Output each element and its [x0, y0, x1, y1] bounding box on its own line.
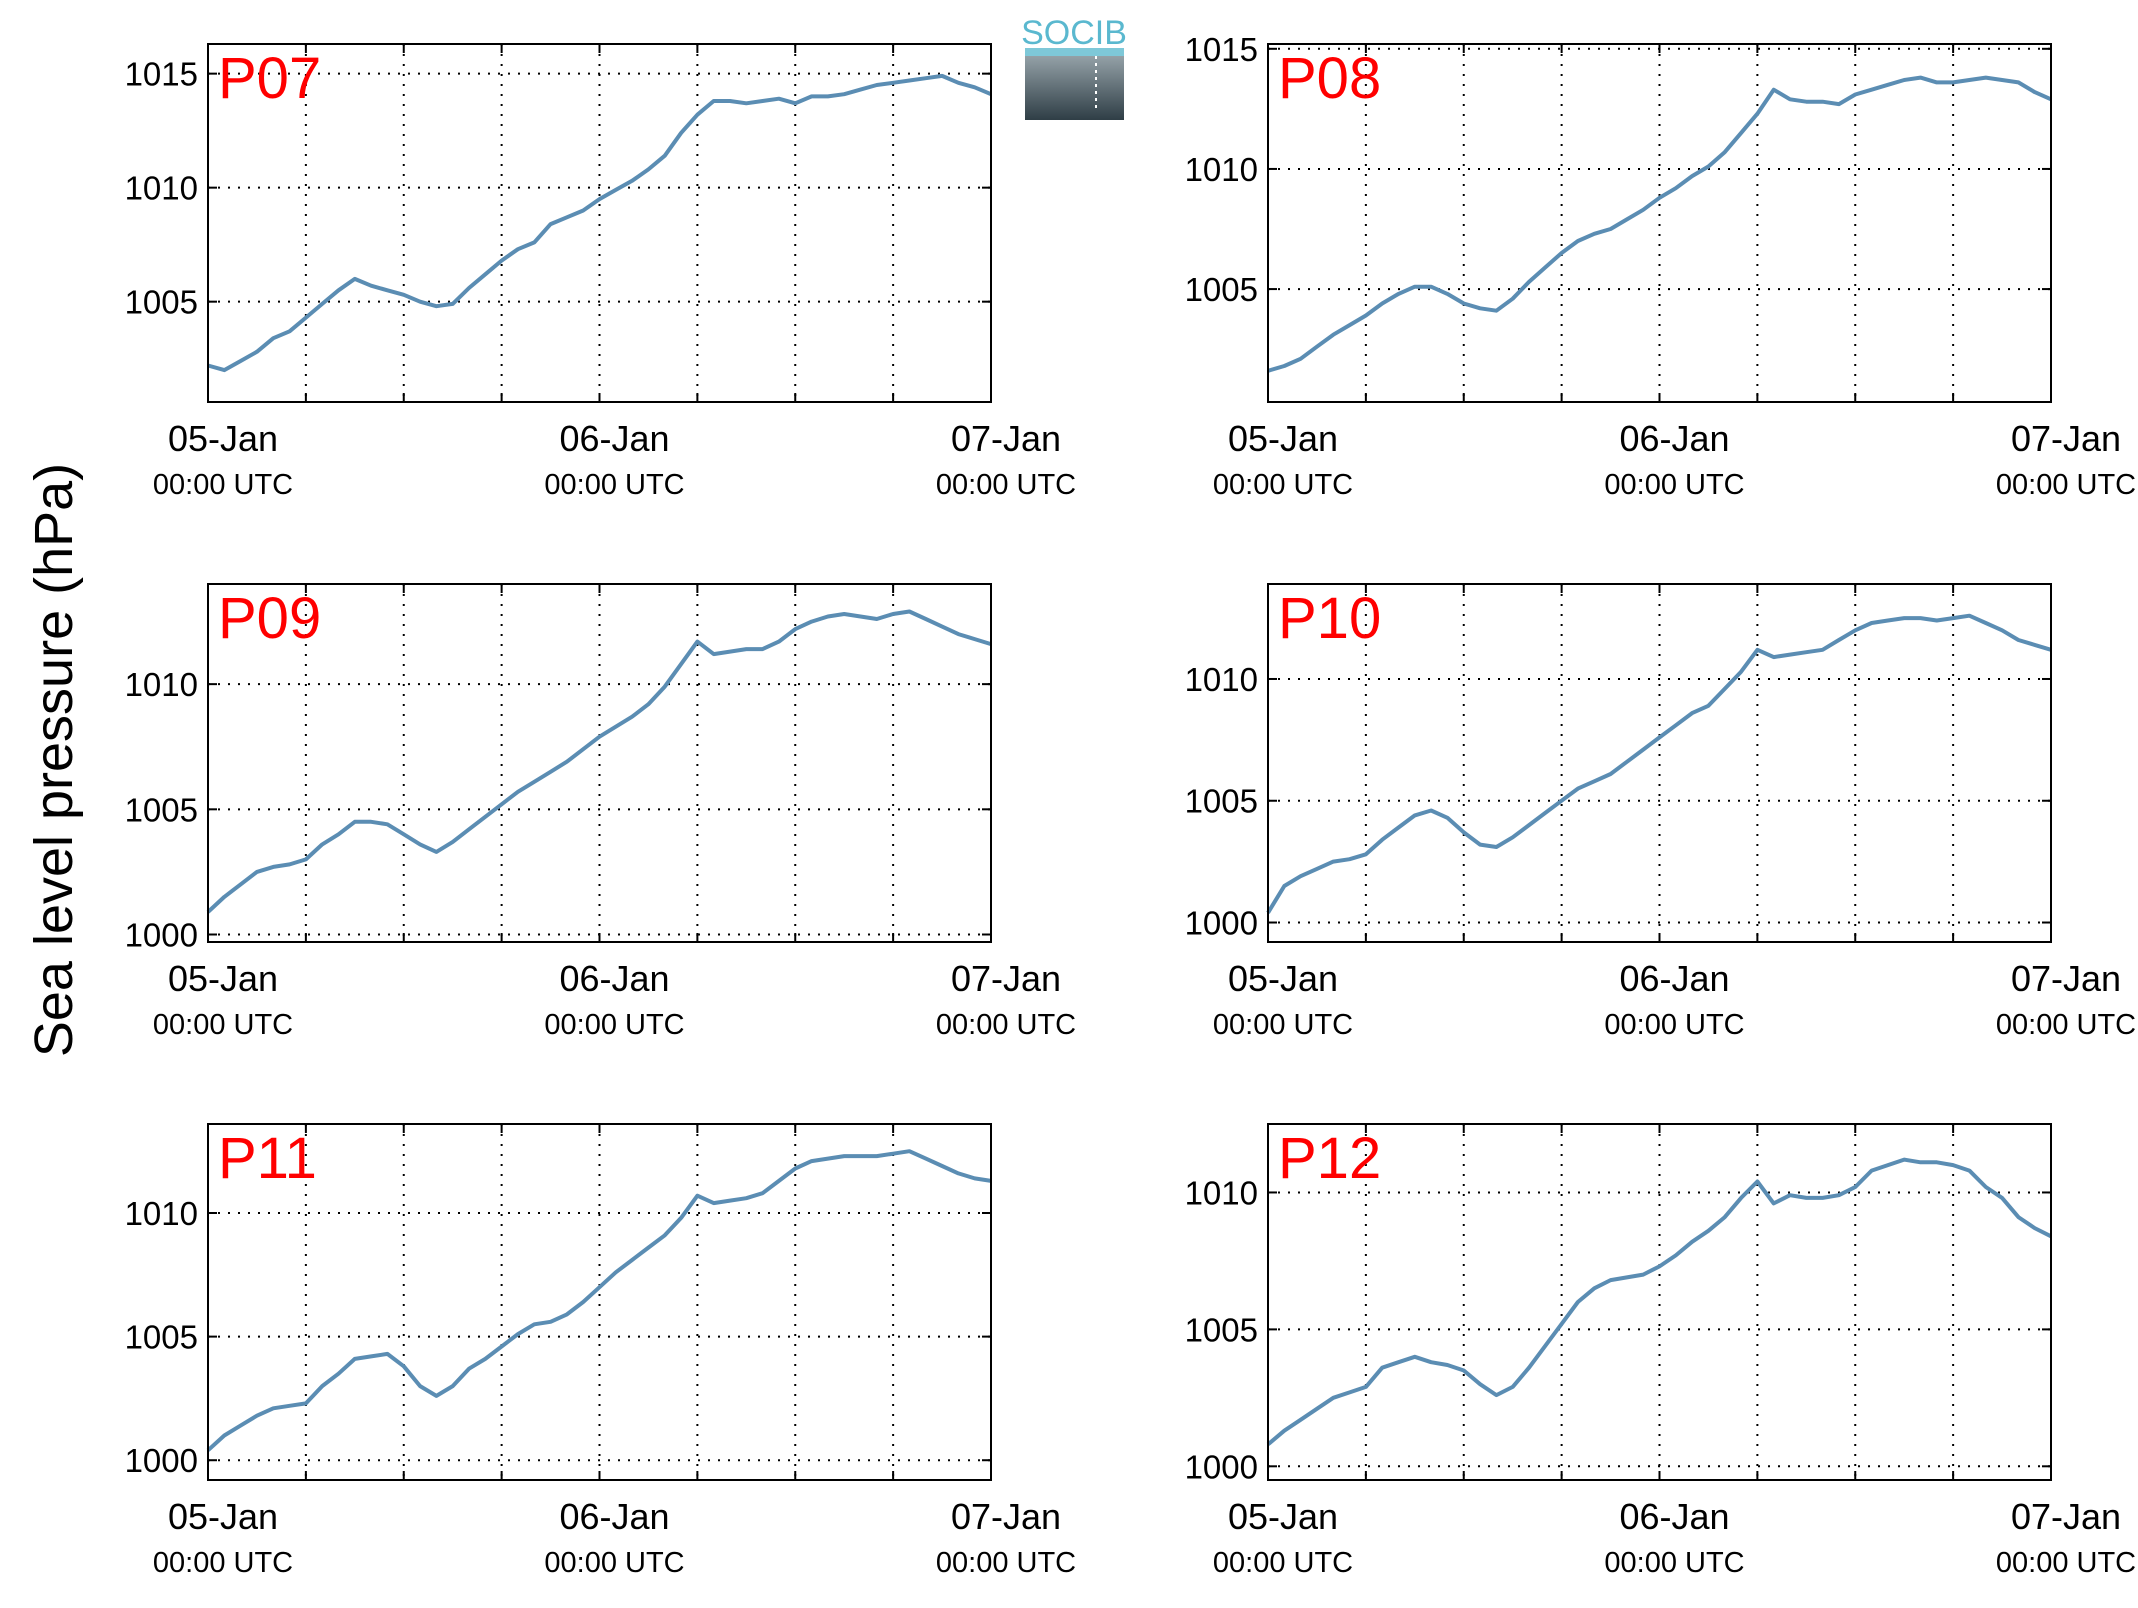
y-tick-label: 1010 — [125, 1195, 198, 1232]
x-tick-label: 07-Jan — [951, 958, 1061, 999]
x-tick-sublabel: 00:00 UTC — [153, 469, 293, 501]
y-tick-label: 1010 — [1185, 661, 1258, 698]
series-line — [207, 73, 992, 373]
y-tick-label: 1010 — [125, 170, 198, 207]
panel-label: P10 — [1278, 586, 1381, 651]
series-line — [1266, 613, 2052, 914]
x-tick-label: 05-Jan — [1228, 958, 1338, 999]
logo-text: SOCIB — [1021, 14, 1127, 52]
panel-p11: 1000 1005 1010 05-Jan 00:00 UTC 06-Jan 00:00 U… — [125, 1123, 1076, 1579]
x-tick-sublabel: 00:00 UTC — [544, 1547, 684, 1579]
x-tick-sublabel: 00:00 UTC — [936, 469, 1076, 501]
x-tick-sublabel: 00:00 UTC — [1213, 1009, 1353, 1041]
y-tick-label: 1015 — [125, 56, 198, 93]
x-tick-label: 05-Jan — [1228, 1496, 1338, 1537]
x-tick-sublabel: 00:00 UTC — [153, 1547, 293, 1579]
y-tick-label: 1000 — [1185, 1448, 1258, 1485]
x-tick-label: 05-Jan — [168, 418, 278, 459]
axes-frame — [207, 583, 992, 943]
series-line — [206, 609, 992, 914]
x-tick-label: 06-Jan — [559, 1496, 669, 1537]
panel-p07: 1005 1010 1015 05-Jan 00:00 UTC 06-Jan 00:00 U… — [125, 43, 1076, 501]
x-tick-sublabel: 00:00 UTC — [1213, 1547, 1353, 1579]
y-tick-label: 1005 — [125, 284, 198, 321]
axes-frame — [1267, 1123, 2052, 1481]
panel-label: P11 — [218, 1126, 317, 1191]
series-line — [1266, 1157, 2052, 1446]
x-tick-sublabel: 00:00 UTC — [1213, 469, 1353, 501]
logo-block — [1025, 52, 1124, 120]
x-tick-label: 06-Jan — [1619, 1496, 1729, 1537]
x-tick-label: 06-Jan — [1619, 958, 1729, 999]
axes-frame — [1267, 583, 2052, 943]
logo-wave — [1025, 48, 1124, 56]
y-tick-label: 1005 — [1185, 1311, 1258, 1348]
x-tick-sublabel: 00:00 UTC — [1604, 1009, 1744, 1041]
y-tick-label: 1005 — [125, 791, 198, 828]
x-tick-label: 06-Jan — [1619, 418, 1729, 459]
panel-label: P08 — [1278, 46, 1381, 111]
x-tick-label: 06-Jan — [559, 958, 669, 999]
y-tick-label: 1010 — [1185, 1174, 1258, 1211]
series-line — [1267, 75, 2052, 373]
x-tick-label: 07-Jan — [951, 418, 1061, 459]
y-tick-label: 1010 — [1185, 151, 1258, 188]
panel-p10: 1000 1005 1010 05-Jan 00:00 UTC 06-Jan 00:00 U… — [1185, 583, 2136, 1041]
x-tick-sublabel: 00:00 UTC — [544, 1009, 684, 1041]
panel-p08: 1005 1010 1015 05-Jan 00:00 UTC 06-Jan 00:00 U… — [1185, 31, 2137, 501]
y-tick-label: 1000 — [125, 916, 198, 953]
panel-p12: 1000 1005 1010 05-Jan 00:00 UTC 06-Jan 00:00 U… — [1185, 1123, 2136, 1579]
panel-label: P09 — [218, 586, 321, 651]
series-line — [206, 1149, 992, 1452]
x-tick-label: 06-Jan — [559, 418, 669, 459]
y-tick-label: 1010 — [125, 666, 198, 703]
x-tick-label: 05-Jan — [168, 1496, 278, 1537]
y-axis-label: Sea level pressure (hPa) — [24, 463, 84, 1057]
x-tick-sublabel: 00:00 UTC — [1604, 1547, 1744, 1579]
panel-p09: 1000 1005 1010 05-Jan 00:00 UTC 06-Jan 00:00 U… — [125, 583, 1076, 1041]
x-tick-sublabel: 00:00 UTC — [1996, 1547, 2136, 1579]
y-tick-label: 1005 — [1185, 271, 1258, 308]
x-tick-sublabel: 00:00 UTC — [153, 1009, 293, 1041]
x-tick-sublabel: 00:00 UTC — [544, 469, 684, 501]
x-tick-label: 07-Jan — [2011, 1496, 2121, 1537]
y-tick-label: 1005 — [125, 1319, 198, 1356]
x-tick-label: 07-Jan — [951, 1496, 1061, 1537]
panel-label: P12 — [1278, 1126, 1381, 1191]
x-tick-label: 05-Jan — [168, 958, 278, 999]
x-tick-sublabel: 00:00 UTC — [936, 1547, 1076, 1579]
y-tick-label: 1000 — [1185, 905, 1258, 942]
x-tick-sublabel: 00:00 UTC — [936, 1009, 1076, 1041]
x-tick-label: 05-Jan — [1228, 418, 1338, 459]
socib-logo: SOCIB — [1021, 14, 1127, 120]
x-tick-sublabel: 00:00 UTC — [1996, 1009, 2136, 1041]
panel-label: P07 — [218, 46, 321, 111]
axes-frame — [207, 1123, 992, 1481]
y-tick-label: 1005 — [1185, 783, 1258, 820]
x-tick-sublabel: 00:00 UTC — [1996, 469, 2136, 501]
axes-frame — [207, 43, 992, 403]
x-tick-label: 07-Jan — [2011, 418, 2121, 459]
x-tick-sublabel: 00:00 UTC — [1604, 469, 1744, 501]
y-tick-label: 1015 — [1185, 31, 1258, 68]
y-tick-label: 1000 — [125, 1442, 198, 1479]
axes-frame — [1267, 43, 2052, 403]
x-tick-label: 07-Jan — [2011, 958, 2121, 999]
